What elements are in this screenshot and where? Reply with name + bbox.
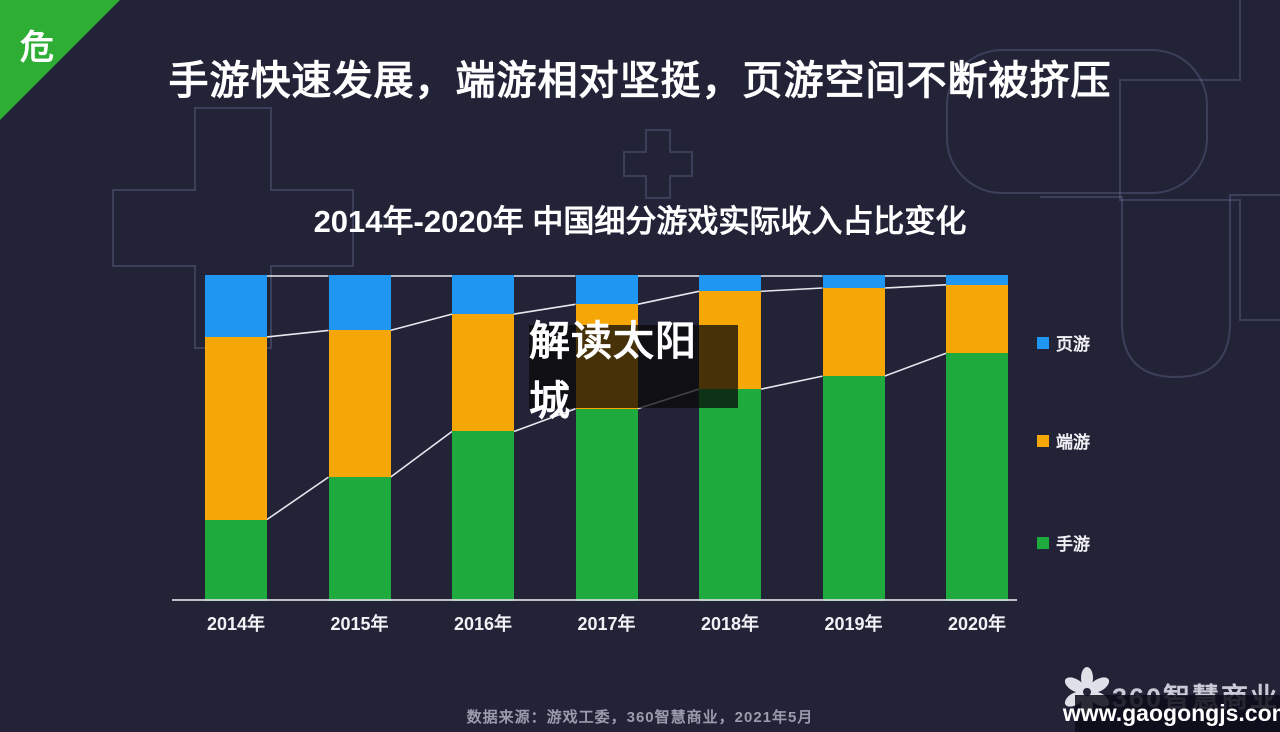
x-axis-label: 2016年	[453, 614, 513, 634]
page-title: 手游快速发展，端游相对坚挺，页游空间不断被挤压	[168, 59, 1112, 103]
x-axis-label: 2019年	[824, 614, 883, 634]
bar-segment-页游	[328, 275, 391, 331]
x-axis-line	[172, 599, 1017, 601]
bar-segment-手游	[575, 408, 638, 601]
bar-segment-端游	[946, 284, 1008, 354]
data-source-note: 数据来源：游戏工委，360智慧商业，2021年5月	[466, 709, 814, 726]
cross-outline-small-center	[623, 129, 693, 199]
bar-segment-端游	[205, 336, 267, 520]
legend-label-mobile: 手游	[1056, 535, 1090, 554]
legend-swatch-client	[1037, 434, 1049, 447]
x-axis-label: 2015年	[330, 614, 389, 634]
x-axis-label: 2020年	[947, 614, 1007, 634]
series-connector-lines	[266, 275, 947, 521]
cross-outline-left	[112, 107, 354, 349]
stacked-bar-2015年	[328, 275, 391, 601]
legend-item-client: 端游	[1037, 428, 1090, 453]
bar-segment-页游	[822, 275, 885, 289]
legend-label-web: 页游	[1056, 335, 1090, 354]
bar-segment-手游	[822, 376, 885, 601]
rounded-outline-right-top	[946, 49, 1208, 194]
bar-segment-页游	[946, 275, 1008, 285]
bar-segment-页游	[205, 275, 267, 337]
legend-item-mobile: 手游	[1037, 530, 1090, 555]
stacked-bar-2014年	[205, 275, 267, 601]
bar-segment-端游	[328, 330, 391, 478]
stacked-bar-2016年	[452, 275, 514, 601]
bar-segment-端游	[452, 314, 514, 432]
legend-label-client: 端游	[1056, 433, 1090, 452]
x-axis-label: 2014年	[206, 614, 266, 634]
legend-swatch-mobile	[1037, 536, 1049, 549]
url-watermark-text: www.gaogongjs.com	[1062, 700, 1280, 726]
chart-title: 2014年-2020年 中国细分游戏实际收入占比变化	[313, 204, 967, 239]
bar-segment-手游	[699, 389, 761, 601]
stacked-bar-2020年	[946, 275, 1008, 601]
x-axis-labels: 2014年 2015年 2016年 2017年 2018年 2019年 2020年	[175, 610, 1020, 636]
bar-segment-手游	[452, 431, 514, 601]
x-axis-label: 2018年	[700, 614, 760, 634]
legend-swatch-web	[1037, 336, 1049, 349]
bar-segment-手游	[328, 477, 391, 601]
url-watermark-overlay: www.gaogongjs.com	[1063, 695, 1280, 732]
plot-area	[175, 275, 1020, 601]
watermark-overlay: 解读太阳城	[529, 318, 738, 424]
x-axis-label: 2017年	[577, 614, 636, 634]
u-outline-right	[1040, 194, 1280, 379]
bar-segment-手游	[946, 353, 1008, 601]
bar-segment-页游	[699, 275, 761, 292]
stacked-bar-2019年	[822, 275, 885, 601]
bar-segment-手游	[205, 519, 267, 601]
bar-segment-页游	[575, 275, 638, 305]
legend-item-web: 页游	[1037, 330, 1090, 355]
watermark-text: 解读太阳城	[529, 317, 697, 424]
cross-outline-top-right	[1119, 0, 1280, 321]
bar-segment-端游	[822, 288, 885, 377]
corner-badge-text: 危	[20, 29, 54, 67]
bar-segment-页游	[452, 275, 514, 315]
